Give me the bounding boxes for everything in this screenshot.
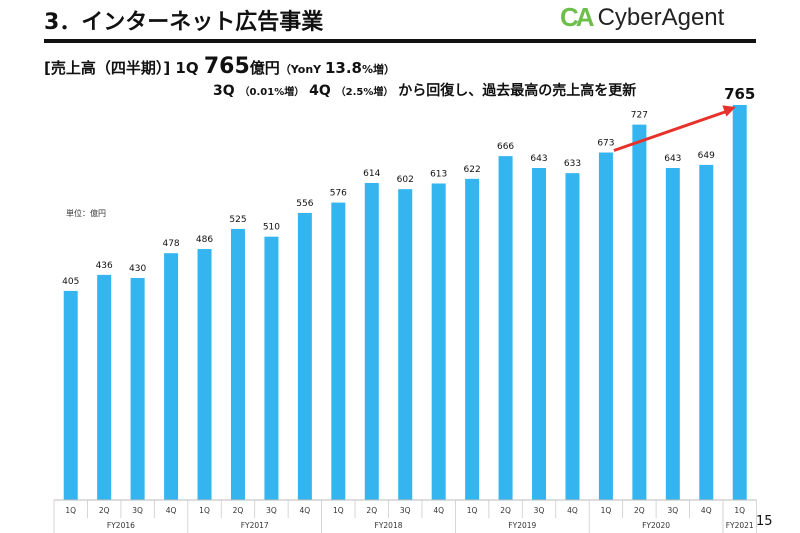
arrow-head bbox=[722, 105, 736, 117]
x-tick-label: 4Q bbox=[701, 506, 712, 515]
data-label: 486 bbox=[196, 235, 213, 245]
data-label: 765 bbox=[724, 85, 755, 103]
cyberagent-logo: CA CyberAgent bbox=[560, 2, 724, 33]
yoy-value: 13.8 bbox=[324, 59, 362, 77]
bar bbox=[632, 124, 647, 501]
data-label: 666 bbox=[497, 142, 514, 152]
bar bbox=[732, 105, 747, 500]
growth-arrow bbox=[613, 109, 729, 152]
q3-note: （0.01%増） bbox=[239, 87, 305, 98]
x-tick-label: 1Q bbox=[467, 506, 478, 515]
bar bbox=[331, 202, 346, 500]
x-tick-label: 2Q bbox=[233, 506, 244, 515]
data-label: 643 bbox=[530, 154, 547, 164]
bar bbox=[297, 212, 312, 500]
data-label: 478 bbox=[162, 239, 179, 249]
x-tick-label: 4Q bbox=[433, 506, 444, 515]
bar bbox=[532, 167, 547, 500]
x-tick-label: 4Q bbox=[166, 506, 177, 515]
data-label: 643 bbox=[664, 154, 681, 164]
yoy-label: （YonY bbox=[279, 63, 325, 76]
headline: [売上高（四半期）] 1Q 765億円（YonY 13.8%増） bbox=[44, 54, 395, 79]
x-tick-label: 2Q bbox=[500, 506, 511, 515]
data-label: 430 bbox=[129, 264, 146, 274]
x-tick-label: 1Q bbox=[199, 506, 210, 515]
x-tick-label: 3Q bbox=[266, 506, 277, 515]
data-label: 405 bbox=[62, 277, 79, 287]
logo-text: CyberAgent bbox=[597, 3, 725, 31]
data-label: 613 bbox=[430, 169, 447, 179]
headline-prefix: [売上高（四半期）] 1Q bbox=[44, 59, 204, 77]
group-label: FY2018 bbox=[375, 521, 403, 530]
x-tick-label: 4Q bbox=[567, 506, 578, 515]
x-tick-label: 3Q bbox=[400, 506, 411, 515]
q4-note: （2.5%増） bbox=[335, 87, 394, 98]
unit-label: 単位：億円 bbox=[66, 209, 106, 218]
subheadline-text: から回復し、過去最高の売上高を更新 bbox=[393, 83, 637, 99]
bar bbox=[665, 167, 680, 500]
bar bbox=[398, 189, 413, 500]
bar bbox=[97, 274, 112, 500]
data-label: 510 bbox=[263, 223, 280, 233]
yoy-unit: %増） bbox=[361, 63, 395, 76]
data-label: 727 bbox=[631, 111, 648, 121]
data-label: 602 bbox=[397, 175, 414, 185]
bar bbox=[465, 178, 480, 500]
group-label: FY2021 bbox=[726, 521, 754, 530]
data-label: 649 bbox=[698, 151, 715, 161]
data-label: 436 bbox=[96, 261, 113, 271]
data-label: 556 bbox=[296, 199, 313, 209]
q3-label: 3Q bbox=[213, 83, 240, 99]
slide-title: 3．インターネット広告事業 bbox=[44, 10, 324, 35]
x-tick-label: 2Q bbox=[99, 506, 110, 515]
title-divider bbox=[44, 39, 756, 43]
page-number: 15 bbox=[756, 514, 773, 529]
bar bbox=[364, 182, 379, 500]
x-tick-label: 1Q bbox=[734, 506, 745, 515]
data-label: 673 bbox=[597, 139, 614, 149]
headline-unit: 億円 bbox=[249, 59, 280, 77]
data-label: 633 bbox=[564, 159, 581, 169]
bar bbox=[230, 228, 245, 500]
logo-mark: CA bbox=[560, 2, 595, 32]
bar bbox=[565, 173, 580, 500]
data-label: 622 bbox=[464, 165, 481, 175]
x-tick-label: 3Q bbox=[132, 506, 143, 515]
subheadline: 3Q （0.01%増） 4Q （2.5%増） から回復し、過去最高の売上高を更新 bbox=[213, 80, 636, 100]
bar bbox=[164, 253, 179, 500]
x-tick-label: 1Q bbox=[65, 506, 76, 515]
bar bbox=[63, 290, 78, 500]
bar bbox=[264, 236, 279, 500]
x-tick-label: 2Q bbox=[366, 506, 377, 515]
bar bbox=[498, 156, 513, 500]
x-tick-label: 4Q bbox=[300, 506, 311, 515]
bar bbox=[197, 249, 212, 500]
x-tick-label: 1Q bbox=[333, 506, 344, 515]
group-label: FY2016 bbox=[107, 521, 135, 530]
bar bbox=[431, 183, 446, 501]
x-tick-label: 1Q bbox=[601, 506, 612, 515]
group-label: FY2019 bbox=[508, 521, 536, 530]
bar bbox=[699, 164, 714, 500]
bar bbox=[130, 277, 145, 500]
data-label: 525 bbox=[229, 215, 246, 225]
headline-value: 765 bbox=[203, 54, 250, 79]
data-label: 614 bbox=[363, 169, 380, 179]
x-tick-label: 3Q bbox=[667, 506, 678, 515]
q4-label: 4Q bbox=[304, 83, 336, 99]
bar bbox=[598, 152, 613, 500]
group-label: FY2020 bbox=[642, 521, 670, 530]
x-tick-label: 3Q bbox=[534, 506, 545, 515]
x-tick-label: 2Q bbox=[634, 506, 645, 515]
group-label: FY2017 bbox=[241, 521, 269, 530]
data-label: 576 bbox=[330, 189, 347, 199]
